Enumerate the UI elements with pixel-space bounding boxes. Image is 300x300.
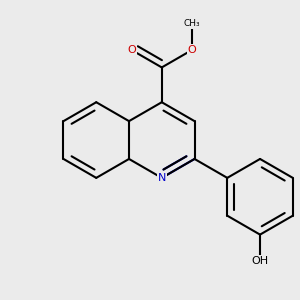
Text: O: O (127, 45, 136, 55)
Text: OH: OH (251, 256, 268, 266)
Text: N: N (158, 173, 166, 183)
Text: O: O (188, 45, 196, 55)
Text: CH₃: CH₃ (184, 20, 200, 28)
